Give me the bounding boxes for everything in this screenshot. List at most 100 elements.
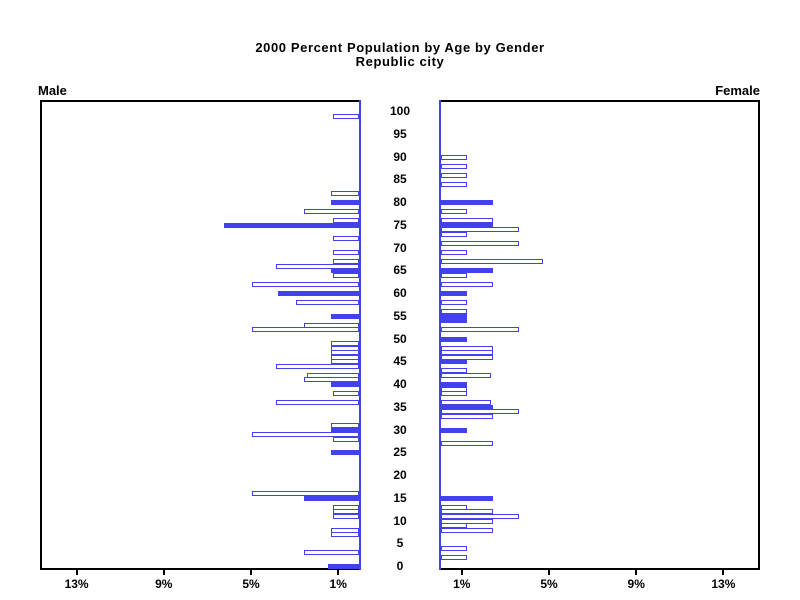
- age-tick-label-80: 80: [393, 195, 407, 209]
- male-bar-age-31: [331, 422, 359, 428]
- age-tick-label-60: 60: [393, 286, 407, 300]
- age-tick-label-50: 50: [393, 331, 407, 346]
- male-bar-age-7: [331, 532, 359, 538]
- female-bar-age-36: [441, 400, 491, 406]
- female-bar-age-27: [441, 441, 493, 447]
- female-bar-age-40: [441, 382, 467, 387]
- female-bar-age-30: [441, 427, 467, 433]
- male-bar-age-13: [333, 504, 359, 510]
- female-bar-age-8: [441, 527, 493, 533]
- female-bar-age-73: [441, 231, 467, 237]
- male-bar-age-42: [307, 372, 359, 378]
- female-pct-label-1: 1%: [453, 577, 471, 591]
- age-tick-label-0: 0: [396, 559, 404, 573]
- male-bar-age-46: [331, 354, 359, 360]
- male-bar-age-66: [276, 263, 359, 269]
- age-tick-label-25: 25: [393, 445, 407, 460]
- female-bar-age-84: [441, 181, 467, 187]
- male-bar-age-0: [328, 564, 359, 569]
- female-bar-age-90: [441, 154, 467, 160]
- male-series-label: Male: [38, 83, 67, 98]
- male-bar-age-99: [333, 113, 359, 119]
- female-bar-age-34: [441, 409, 519, 415]
- female-bar-age-56: [441, 309, 467, 315]
- male-bar-age-12: [333, 509, 359, 515]
- male-bar-age-47: [331, 350, 359, 356]
- female-pct-label-9: 9%: [627, 577, 645, 591]
- male-bar-age-38: [333, 391, 359, 397]
- female-bar-age-76: [441, 218, 493, 224]
- male-pct-tick-9: [162, 570, 165, 575]
- age-tick-label-5: 5: [396, 536, 404, 551]
- female-bar-age-80: [441, 200, 493, 205]
- age-tick-label-45: 45: [393, 354, 407, 369]
- male-bar-age-49: [331, 341, 359, 347]
- female-bar-age-13: [441, 504, 467, 510]
- female-bar-age-88: [441, 163, 467, 169]
- male-bar-age-69: [333, 250, 359, 256]
- female-pct-tick-13: [722, 570, 725, 575]
- male-bar-age-36: [276, 400, 359, 406]
- female-bar-age-12: [441, 509, 493, 515]
- male-bar-age-82: [331, 190, 359, 196]
- female-plot-frame: [440, 100, 760, 570]
- female-bar-age-4: [441, 545, 467, 551]
- age-tick-label-35: 35: [393, 399, 407, 414]
- male-bar-age-64: [333, 272, 359, 278]
- age-tick-label-55: 55: [393, 308, 407, 323]
- male-pct-label-9: 9%: [155, 577, 173, 591]
- female-bar-age-43: [441, 368, 467, 374]
- female-bar-age-75: [441, 222, 493, 228]
- female-bar-age-2: [441, 554, 467, 560]
- female-bar-age-48: [441, 345, 493, 351]
- male-pct-label-5: 5%: [242, 577, 260, 591]
- female-bar-age-86: [441, 172, 467, 178]
- male-bar-age-52: [252, 327, 359, 333]
- female-bar-age-45: [441, 359, 467, 365]
- female-bar-age-60: [441, 291, 467, 296]
- female-bar-age-71: [441, 240, 519, 246]
- male-bar-age-28: [333, 436, 359, 442]
- male-bar-age-78: [304, 209, 359, 215]
- male-bar-age-15: [304, 495, 359, 501]
- male-bar-age-29: [252, 432, 359, 438]
- female-bar-age-10: [441, 518, 493, 524]
- male-bar-age-11: [333, 513, 359, 519]
- male-bar-age-45: [331, 359, 359, 365]
- age-tick-label-65: 65: [393, 263, 407, 278]
- female-bar-age-38: [441, 391, 467, 397]
- male-bar-age-41: [304, 377, 359, 383]
- male-bar-age-8: [331, 527, 359, 533]
- male-bar-age-16: [252, 491, 359, 497]
- female-pct-label-5: 5%: [540, 577, 558, 591]
- female-bar-age-33: [441, 413, 493, 419]
- male-zero-axis: [359, 100, 361, 570]
- age-tick-label-15: 15: [393, 490, 407, 505]
- female-pct-tick-9: [635, 570, 638, 575]
- female-bar-age-58: [441, 300, 467, 306]
- age-tick-label-100: 100: [389, 104, 411, 118]
- female-bar-age-62: [441, 281, 493, 287]
- male-bar-age-3: [304, 550, 359, 556]
- male-pct-label-13: 13%: [64, 577, 89, 591]
- male-bar-age-25: [331, 450, 359, 456]
- female-bar-age-78: [441, 209, 467, 215]
- male-bar-age-40: [331, 382, 359, 387]
- male-bar-age-44: [276, 363, 359, 369]
- female-pct-label-13: 13%: [711, 577, 736, 591]
- male-bar-age-65: [331, 268, 359, 274]
- female-bar-age-65: [441, 268, 493, 274]
- female-bar-age-54: [441, 318, 467, 324]
- female-bar-age-74: [441, 227, 519, 233]
- female-series-label: Female: [715, 83, 760, 98]
- male-bar-age-60: [278, 291, 359, 296]
- female-bar-age-50: [441, 336, 467, 342]
- male-pct-tick-13: [75, 570, 78, 575]
- age-tick-label-95: 95: [393, 126, 407, 141]
- female-bar-age-35: [441, 404, 493, 410]
- female-bar-age-52: [441, 327, 519, 333]
- age-tick-label-30: 30: [393, 422, 407, 437]
- age-tick-label-40: 40: [393, 377, 407, 391]
